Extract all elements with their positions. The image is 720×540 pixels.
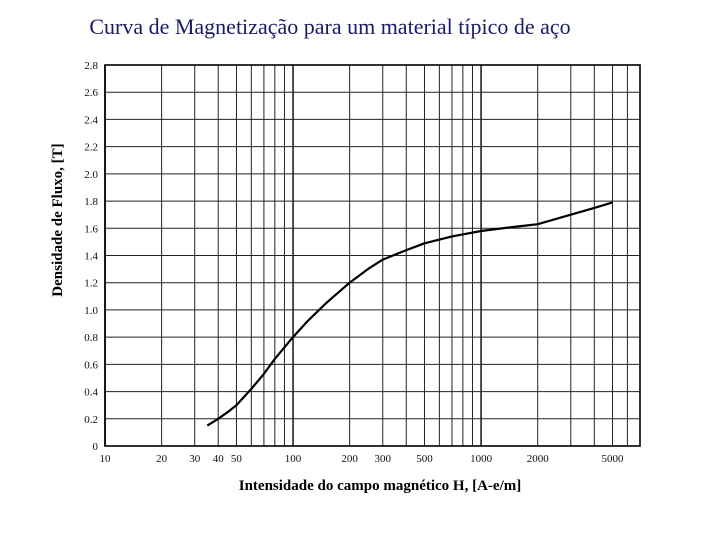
y-tick-label: 1.4 bbox=[84, 251, 98, 263]
y-tick-label: 1.2 bbox=[84, 278, 98, 290]
x-tick-label: 30 bbox=[189, 453, 201, 465]
x-tick-label: 100 bbox=[285, 453, 302, 465]
y-tick-label: 1.6 bbox=[84, 223, 98, 235]
x-tick-label: 500 bbox=[416, 453, 433, 465]
x-tick-label: 2000 bbox=[527, 453, 550, 465]
x-tick-label: 50 bbox=[231, 453, 243, 465]
y-tick-label: 0.2 bbox=[84, 414, 98, 426]
y-tick-label: 1.0 bbox=[84, 305, 98, 317]
y-tick-label: 2.6 bbox=[84, 87, 98, 99]
x-axis-label: Intensidade do campo magnético H, [A-e/m… bbox=[238, 478, 522, 494]
y-tick-label: 0.8 bbox=[84, 332, 98, 344]
magnetization-curve bbox=[206, 201, 613, 427]
x-tick-label: 5000 bbox=[602, 453, 625, 465]
y-tick-label: 1.8 bbox=[84, 196, 98, 208]
chart-title: Curva de Magnetização para um material t… bbox=[89, 14, 571, 39]
y-tick-label: 2.8 bbox=[84, 60, 98, 72]
y-tick-label: 2.4 bbox=[84, 114, 98, 126]
x-tick-label: 10 bbox=[100, 453, 112, 465]
x-tick-label: 300 bbox=[375, 453, 392, 465]
y-tick-label: 0.6 bbox=[84, 359, 98, 371]
y-tick-label: 2.0 bbox=[84, 169, 98, 181]
plot-frame bbox=[104, 64, 641, 447]
x-tick-label: 1000 bbox=[470, 453, 493, 465]
x-tick-label: 40 bbox=[213, 453, 225, 465]
x-tick-label: 20 bbox=[156, 453, 168, 465]
y-tick-label: 0 bbox=[93, 441, 99, 453]
x-tick-label: 200 bbox=[341, 453, 358, 465]
y-tick-label: 0.4 bbox=[84, 387, 98, 399]
y-tick-label: 2.2 bbox=[84, 142, 98, 154]
